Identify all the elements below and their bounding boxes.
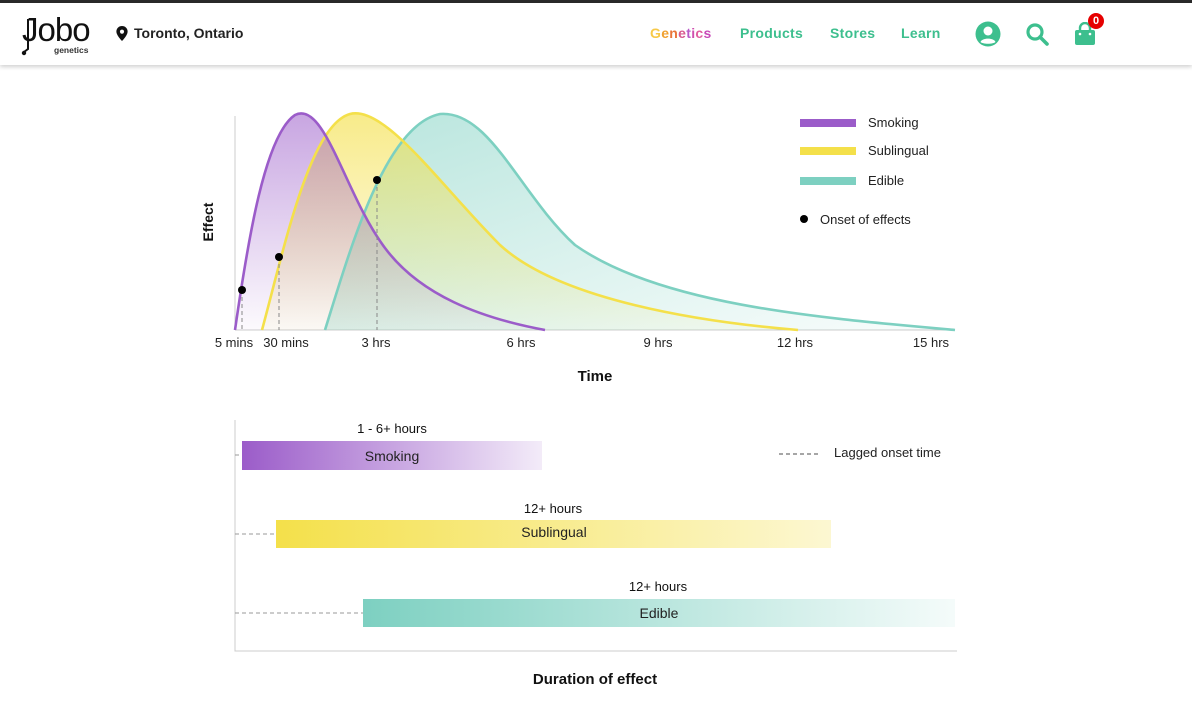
edible-duration-label: 12+ hours (629, 579, 688, 594)
legend-swatch-sublingual (800, 147, 856, 155)
nav-link-genetics[interactable]: Genetics (650, 25, 712, 41)
cart-count-badge: 0 (1088, 13, 1104, 29)
legend-swatch-smoking (800, 119, 856, 127)
smoking-bar-label: Smoking (365, 448, 419, 464)
map-pin-icon (116, 25, 128, 41)
legend-marker-onset (800, 215, 808, 223)
genetics-letter: e (661, 25, 670, 41)
x-axis-label: Time (578, 368, 613, 385)
location-selector[interactable]: Toronto, Ontario (116, 25, 243, 41)
edible-duration-bar (363, 599, 955, 627)
edible-bar-label: Edible (640, 605, 679, 621)
cart-button[interactable]: 0 (1070, 13, 1104, 49)
x-tick-label: 6 hrs (507, 335, 536, 350)
legend-swatch-edible (800, 177, 856, 185)
account-button[interactable] (973, 19, 1003, 49)
search-icon (1026, 23, 1049, 46)
jobo-genetics-logo[interactable]: Jobo genetics (20, 11, 94, 57)
edible-onset-point (373, 176, 381, 184)
y-axis-label: Effect (200, 202, 216, 241)
duration-axes (234, 420, 957, 652)
genetics-letter: s (703, 25, 712, 41)
duration-axis-label: Duration of effect (533, 671, 657, 688)
top-accent-line (0, 0, 1192, 3)
genetics-letter: e (678, 25, 687, 41)
shopping-bag-icon (1075, 22, 1095, 45)
smoking-onset-point (238, 286, 246, 294)
x-tick-label: 9 hrs (644, 335, 673, 350)
sublingual-duration-label: 12+ hours (524, 501, 583, 516)
sublingual-duration-bar (276, 520, 831, 548)
nav-link-products[interactable]: Products (740, 25, 804, 41)
sublingual-bar-label: Sublingual (521, 524, 586, 540)
x-tick-label: 30 mins (263, 335, 309, 350)
genetics-letter: G (650, 25, 662, 41)
legend-label-smoking: Smoking (868, 115, 919, 130)
genetics-letter: t (686, 25, 692, 41)
genetics-letter: n (669, 25, 679, 41)
effects-chart-area: Effect 5 mins 30 mins 3 hrs 6 hrs 9 hrs … (200, 112, 957, 688)
legend-label-onset: Onset of effects (820, 212, 911, 227)
smoking-duration-label: 1 - 6+ hours (357, 421, 427, 436)
nav-link-learn[interactable]: Learn (901, 25, 941, 41)
legend-label-sublingual: Sublingual (868, 143, 929, 158)
edible-curve (323, 112, 956, 332)
logo-wordmark: Jobo (22, 11, 90, 48)
user-circle-icon (975, 21, 1001, 47)
smoking-area (235, 113, 545, 330)
x-tick-label: 3 hrs (362, 335, 391, 350)
site-header: Jobo genetics Toronto, Ontario Genetics … (0, 3, 1192, 65)
x-tick-label: 15 hrs (913, 335, 950, 350)
sublingual-onset-point (275, 253, 283, 261)
search-button[interactable] (1022, 19, 1052, 49)
sublingual-curve (260, 112, 799, 332)
legend-label-lagged-onset: Lagged onset time (834, 445, 941, 460)
genetics-letter: i (691, 25, 696, 41)
x-tick-label: 5 mins (215, 335, 254, 350)
legend-label-edible: Edible (868, 173, 904, 188)
x-tick-label: 12 hrs (777, 335, 814, 350)
nav-link-stores[interactable]: Stores (830, 25, 876, 41)
logo-subtitle: genetics (54, 45, 89, 55)
smoking-duration-bar (242, 441, 542, 470)
location-text: Toronto, Ontario (134, 25, 244, 41)
genetics-letter: c (695, 25, 704, 41)
smoking-curve (233, 112, 546, 332)
